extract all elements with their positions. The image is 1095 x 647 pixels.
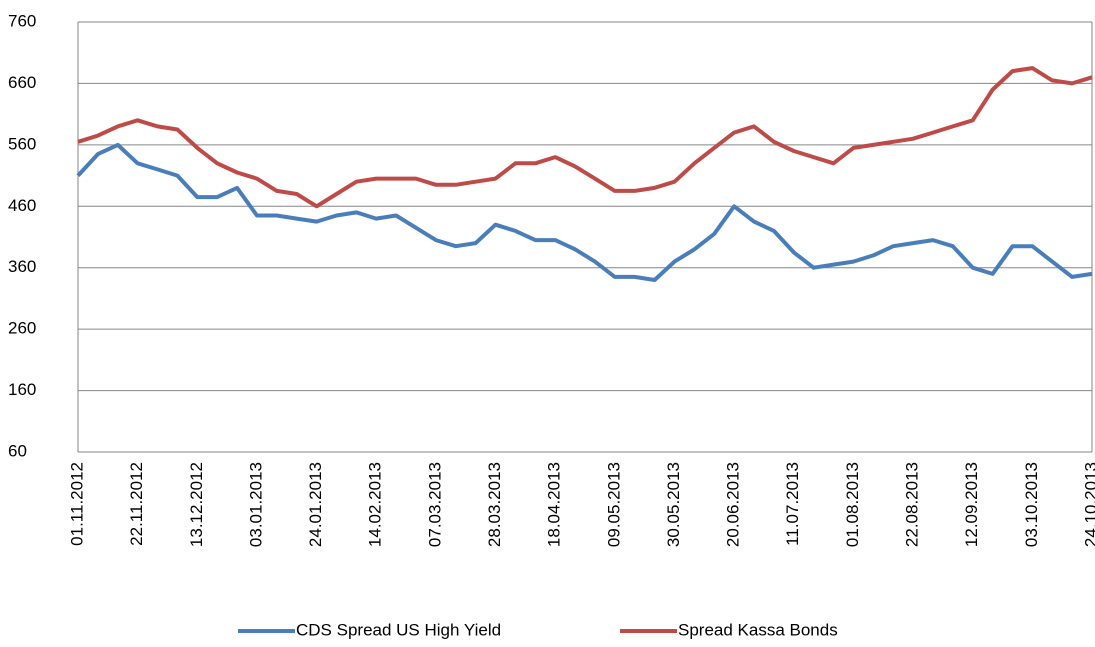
x-tick-label: 14.02.2013 xyxy=(366,462,385,547)
y-tick-label: 360 xyxy=(8,257,36,276)
y-tick-label: 460 xyxy=(8,196,36,215)
series-line xyxy=(77,66,1093,209)
x-tick-label: 20.06.2013 xyxy=(724,462,743,547)
x-tick-label: 07.03.2013 xyxy=(425,462,444,547)
x-tick-label: 09.05.2013 xyxy=(604,462,623,547)
y-tick-label: 60 xyxy=(8,441,27,460)
legend-label: Spread Kassa Bonds xyxy=(678,620,838,639)
x-tick-label: 24.10.2013 xyxy=(1081,462,1095,547)
x-tick-label: 12.09.2013 xyxy=(962,462,981,547)
x-tick-label: 01.08.2013 xyxy=(843,462,862,547)
x-tick-label: 13.12.2012 xyxy=(187,462,206,547)
x-tick-label: 03.10.2013 xyxy=(1022,462,1041,547)
x-tick-label: 24.01.2013 xyxy=(306,462,325,547)
y-tick-label: 660 xyxy=(8,73,36,92)
y-tick-label: 760 xyxy=(8,11,36,30)
x-tick-label: 03.01.2013 xyxy=(246,462,265,547)
x-tick-label: 11.07.2013 xyxy=(783,462,802,546)
legend-label: CDS Spread US High Yield xyxy=(296,620,501,639)
y-tick-label: 160 xyxy=(8,380,36,399)
x-tick-label: 22.11.2012 xyxy=(127,462,146,546)
x-tick-label: 01.11.2012 xyxy=(67,462,86,546)
y-tick-label: 260 xyxy=(8,319,36,338)
x-tick-label: 30.05.2013 xyxy=(664,462,683,547)
x-tick-label: 22.08.2013 xyxy=(903,462,922,547)
series-line xyxy=(76,142,1093,282)
y-tick-label: 560 xyxy=(8,134,36,153)
x-tick-label: 18.04.2013 xyxy=(545,462,564,547)
x-tick-label: 28.03.2013 xyxy=(485,462,504,547)
